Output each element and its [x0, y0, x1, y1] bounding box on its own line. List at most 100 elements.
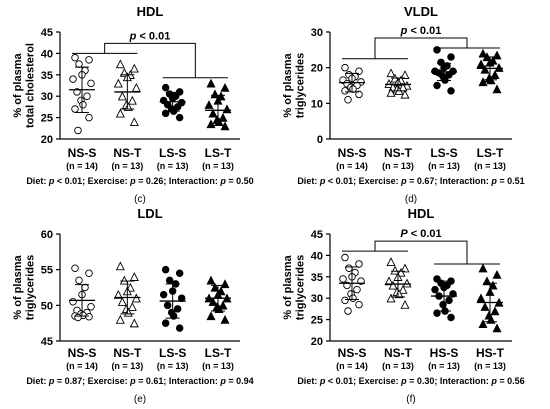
group-hs-t [476, 263, 504, 333]
data-point [494, 62, 504, 72]
category-n-label: (n = 13) [202, 361, 234, 371]
data-point [119, 275, 129, 285]
bracket-connector [374, 240, 468, 264]
data-point [69, 75, 77, 83]
stats-footer: Diet: p < 0.01; Exercise: p = 0.67; Inte… [297, 176, 524, 186]
data-point [129, 272, 139, 281]
category-n-label: (n = 13) [382, 361, 414, 371]
data-point [339, 275, 347, 283]
data-point [222, 104, 232, 114]
data-point [117, 297, 127, 306]
data-point [218, 112, 228, 122]
data-point [208, 297, 218, 306]
data-point [71, 264, 79, 272]
category-label: NS-S [68, 146, 97, 160]
data-point [445, 296, 453, 305]
group-ns-s [69, 53, 95, 135]
data-point [206, 311, 216, 321]
group-ls-t [204, 78, 232, 131]
data-point [175, 269, 184, 277]
group-ls-t [204, 275, 232, 324]
group-ls-s [159, 265, 186, 332]
category-n-label: (n = 13) [111, 361, 143, 371]
group-ns-s [69, 264, 95, 322]
data-point [115, 59, 125, 69]
data-point [345, 264, 353, 272]
panel-label: (e) [134, 394, 146, 405]
data-point [480, 302, 490, 311]
data-point [117, 91, 127, 101]
data-point [341, 63, 349, 72]
data-point [394, 289, 404, 299]
y-tick-label: 45 [311, 229, 323, 241]
data-point [400, 89, 410, 99]
chart-title: HDL [137, 4, 164, 19]
data-point [210, 282, 220, 292]
stats-footer: Diet: p < 0.01; Exercise: p = 0.26; Inte… [26, 176, 253, 186]
data-point [433, 46, 441, 54]
group-ns-t [113, 261, 141, 328]
category-label: NS-S [338, 146, 367, 160]
category-label: LS-S [430, 146, 457, 160]
data-point [400, 70, 410, 79]
data-point [85, 56, 93, 64]
data-point [341, 87, 349, 95]
data-point [388, 280, 398, 290]
category-label: LS-T [205, 346, 232, 360]
data-point [79, 101, 87, 109]
panel-f: HDL 20 25 30 35 40 45 % of plasmatriglycerides N… [282, 206, 525, 405]
y-tick-label: 25 [311, 315, 323, 327]
chart-title: HDL [408, 206, 435, 221]
data-point [175, 113, 184, 122]
data-point [85, 269, 93, 277]
y-tick-label: 25 [41, 113, 53, 125]
data-point [447, 87, 455, 95]
data-point [129, 117, 139, 127]
category-n-label: (n = 13) [428, 361, 460, 371]
category-n-label: (n = 14) [66, 361, 98, 371]
group-ns-t [384, 68, 412, 99]
data-point [341, 296, 349, 305]
data-point [220, 314, 230, 324]
data-point [206, 275, 216, 285]
data-point [161, 83, 170, 92]
data-point [85, 312, 93, 321]
significance-label: P < 0.01 [400, 228, 441, 240]
category-n-label: (n = 13) [428, 161, 460, 171]
y-tick-label: 30 [311, 27, 323, 39]
data-point [344, 307, 352, 315]
data-point [476, 293, 486, 303]
category-n-label: (n = 14) [336, 361, 368, 371]
y-tick-label: 20 [311, 336, 323, 348]
category-n-label: (n = 13) [157, 161, 189, 171]
category-label: NS-T [384, 346, 413, 360]
data-point [87, 303, 95, 311]
data-point [71, 53, 79, 62]
significance-label: p < 0.01 [129, 30, 171, 42]
data-point [127, 302, 137, 311]
data-point [85, 113, 93, 122]
y-tick-label: 40 [41, 48, 53, 60]
category-label: LS-S [159, 146, 186, 160]
data-point [131, 293, 141, 303]
data-point [165, 276, 174, 285]
panel-c: HDL 20 25 30 35 40 45 % of plasmatotal choleste… [12, 4, 254, 205]
category-n-label: (n = 13) [157, 361, 189, 371]
category-label: LS-T [477, 146, 504, 160]
y-tick-label: 20 [41, 134, 53, 146]
data-point [69, 298, 77, 306]
data-point [386, 68, 396, 78]
y-tick-label: 45 [41, 27, 53, 39]
data-point [439, 300, 447, 309]
data-point [81, 283, 89, 292]
group-ls-s [159, 83, 186, 122]
y-tick-label: 30 [41, 91, 53, 103]
data-point [400, 299, 410, 309]
group-ls-s [431, 46, 457, 95]
data-point [127, 95, 137, 105]
category-label: HS-S [430, 346, 459, 360]
data-point [113, 289, 123, 299]
significance-bracket: p < 0.01 [342, 25, 500, 60]
